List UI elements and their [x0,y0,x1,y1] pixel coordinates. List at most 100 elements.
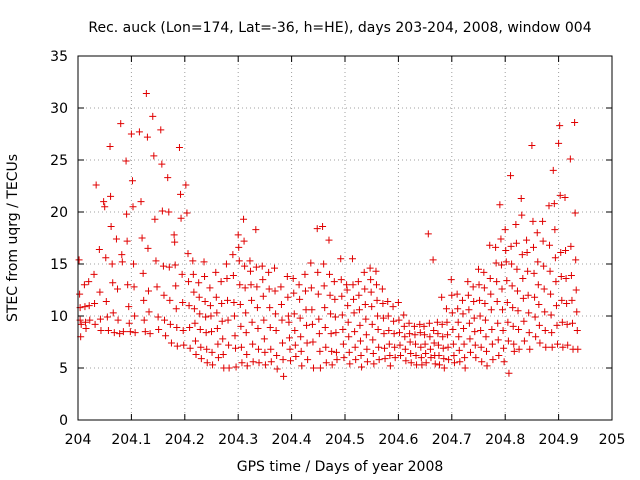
data-point [175,144,183,152]
data-point [242,309,250,317]
data-point [510,340,518,348]
data-point [266,304,274,312]
data-point [547,290,555,298]
data-point [440,355,448,363]
data-point [167,339,175,347]
data-point [145,308,153,316]
data-point [219,350,227,358]
data-point [561,193,569,201]
data-point [378,285,386,293]
data-point [106,142,114,150]
data-point [534,258,542,266]
data-point [261,361,269,369]
data-point [493,278,501,286]
data-point [189,257,197,265]
data-point [407,349,415,357]
data-point [125,303,133,311]
data-point [507,242,515,250]
data-point [416,329,424,337]
data-point [504,318,512,326]
data-point [191,337,199,345]
data-point [358,363,366,371]
data-point [240,237,248,245]
data-point [449,340,457,348]
data-point [550,200,558,208]
x-tick-label: 204.9 [539,432,579,448]
data-point [219,335,227,343]
data-point [572,286,580,294]
data-point [568,319,576,327]
data-point [337,276,345,284]
data-point [356,321,364,329]
data-point [374,312,382,320]
data-point [265,268,273,276]
y-tick-label: 30 [50,101,68,117]
data-point [253,304,261,312]
data-point [118,258,126,266]
data-point [248,318,256,326]
data-point [386,362,394,370]
data-point [285,318,293,326]
data-point [303,321,311,329]
data-point [100,198,108,206]
data-point [487,290,495,298]
data-point [322,359,330,367]
data-point [143,133,151,141]
data-point [542,343,550,351]
y-tick-label: 10 [50,309,68,325]
data-point [549,166,557,174]
data-point [431,360,439,368]
data-point [546,241,554,249]
data-point [567,242,575,250]
data-point [144,287,152,295]
data-point [125,319,133,327]
data-point [354,278,362,286]
data-point [350,295,358,303]
data-point [166,296,174,304]
data-point [369,336,377,344]
data-point [129,203,137,211]
data-point [384,297,392,305]
data-point [177,190,185,198]
data-point [481,300,489,308]
data-point [315,315,323,323]
data-point [92,181,100,189]
data-point [330,278,338,286]
data-point [518,251,526,259]
data-point [488,340,496,348]
y-tick-label: 35 [50,49,68,65]
data-point [523,236,531,244]
data-point [313,225,321,233]
data-point [363,345,371,353]
data-point [407,359,415,367]
data-point [159,262,167,270]
data-point [529,217,537,225]
data-point [492,259,500,267]
data-point [366,264,374,272]
data-point [509,304,517,312]
data-point [114,316,122,324]
data-point [165,208,173,216]
x-tick-label: 204.3 [218,432,258,448]
data-point [203,359,211,367]
data-point [525,329,533,337]
data-point [290,289,298,297]
data-point [438,320,446,328]
data-point [328,347,336,355]
data-point [109,309,117,317]
data-point [344,318,352,326]
data-point [348,255,356,263]
data-point [81,303,89,311]
data-point [497,235,505,243]
x-tick-label: 205 [599,432,626,448]
data-point [104,327,112,335]
data-point [315,330,323,338]
data-point [480,268,488,276]
data-point [380,330,388,338]
data-point [218,317,226,325]
data-point [101,203,109,211]
data-point [165,263,173,271]
data-point [138,234,146,242]
data-point [454,305,462,313]
data-point [284,293,292,301]
